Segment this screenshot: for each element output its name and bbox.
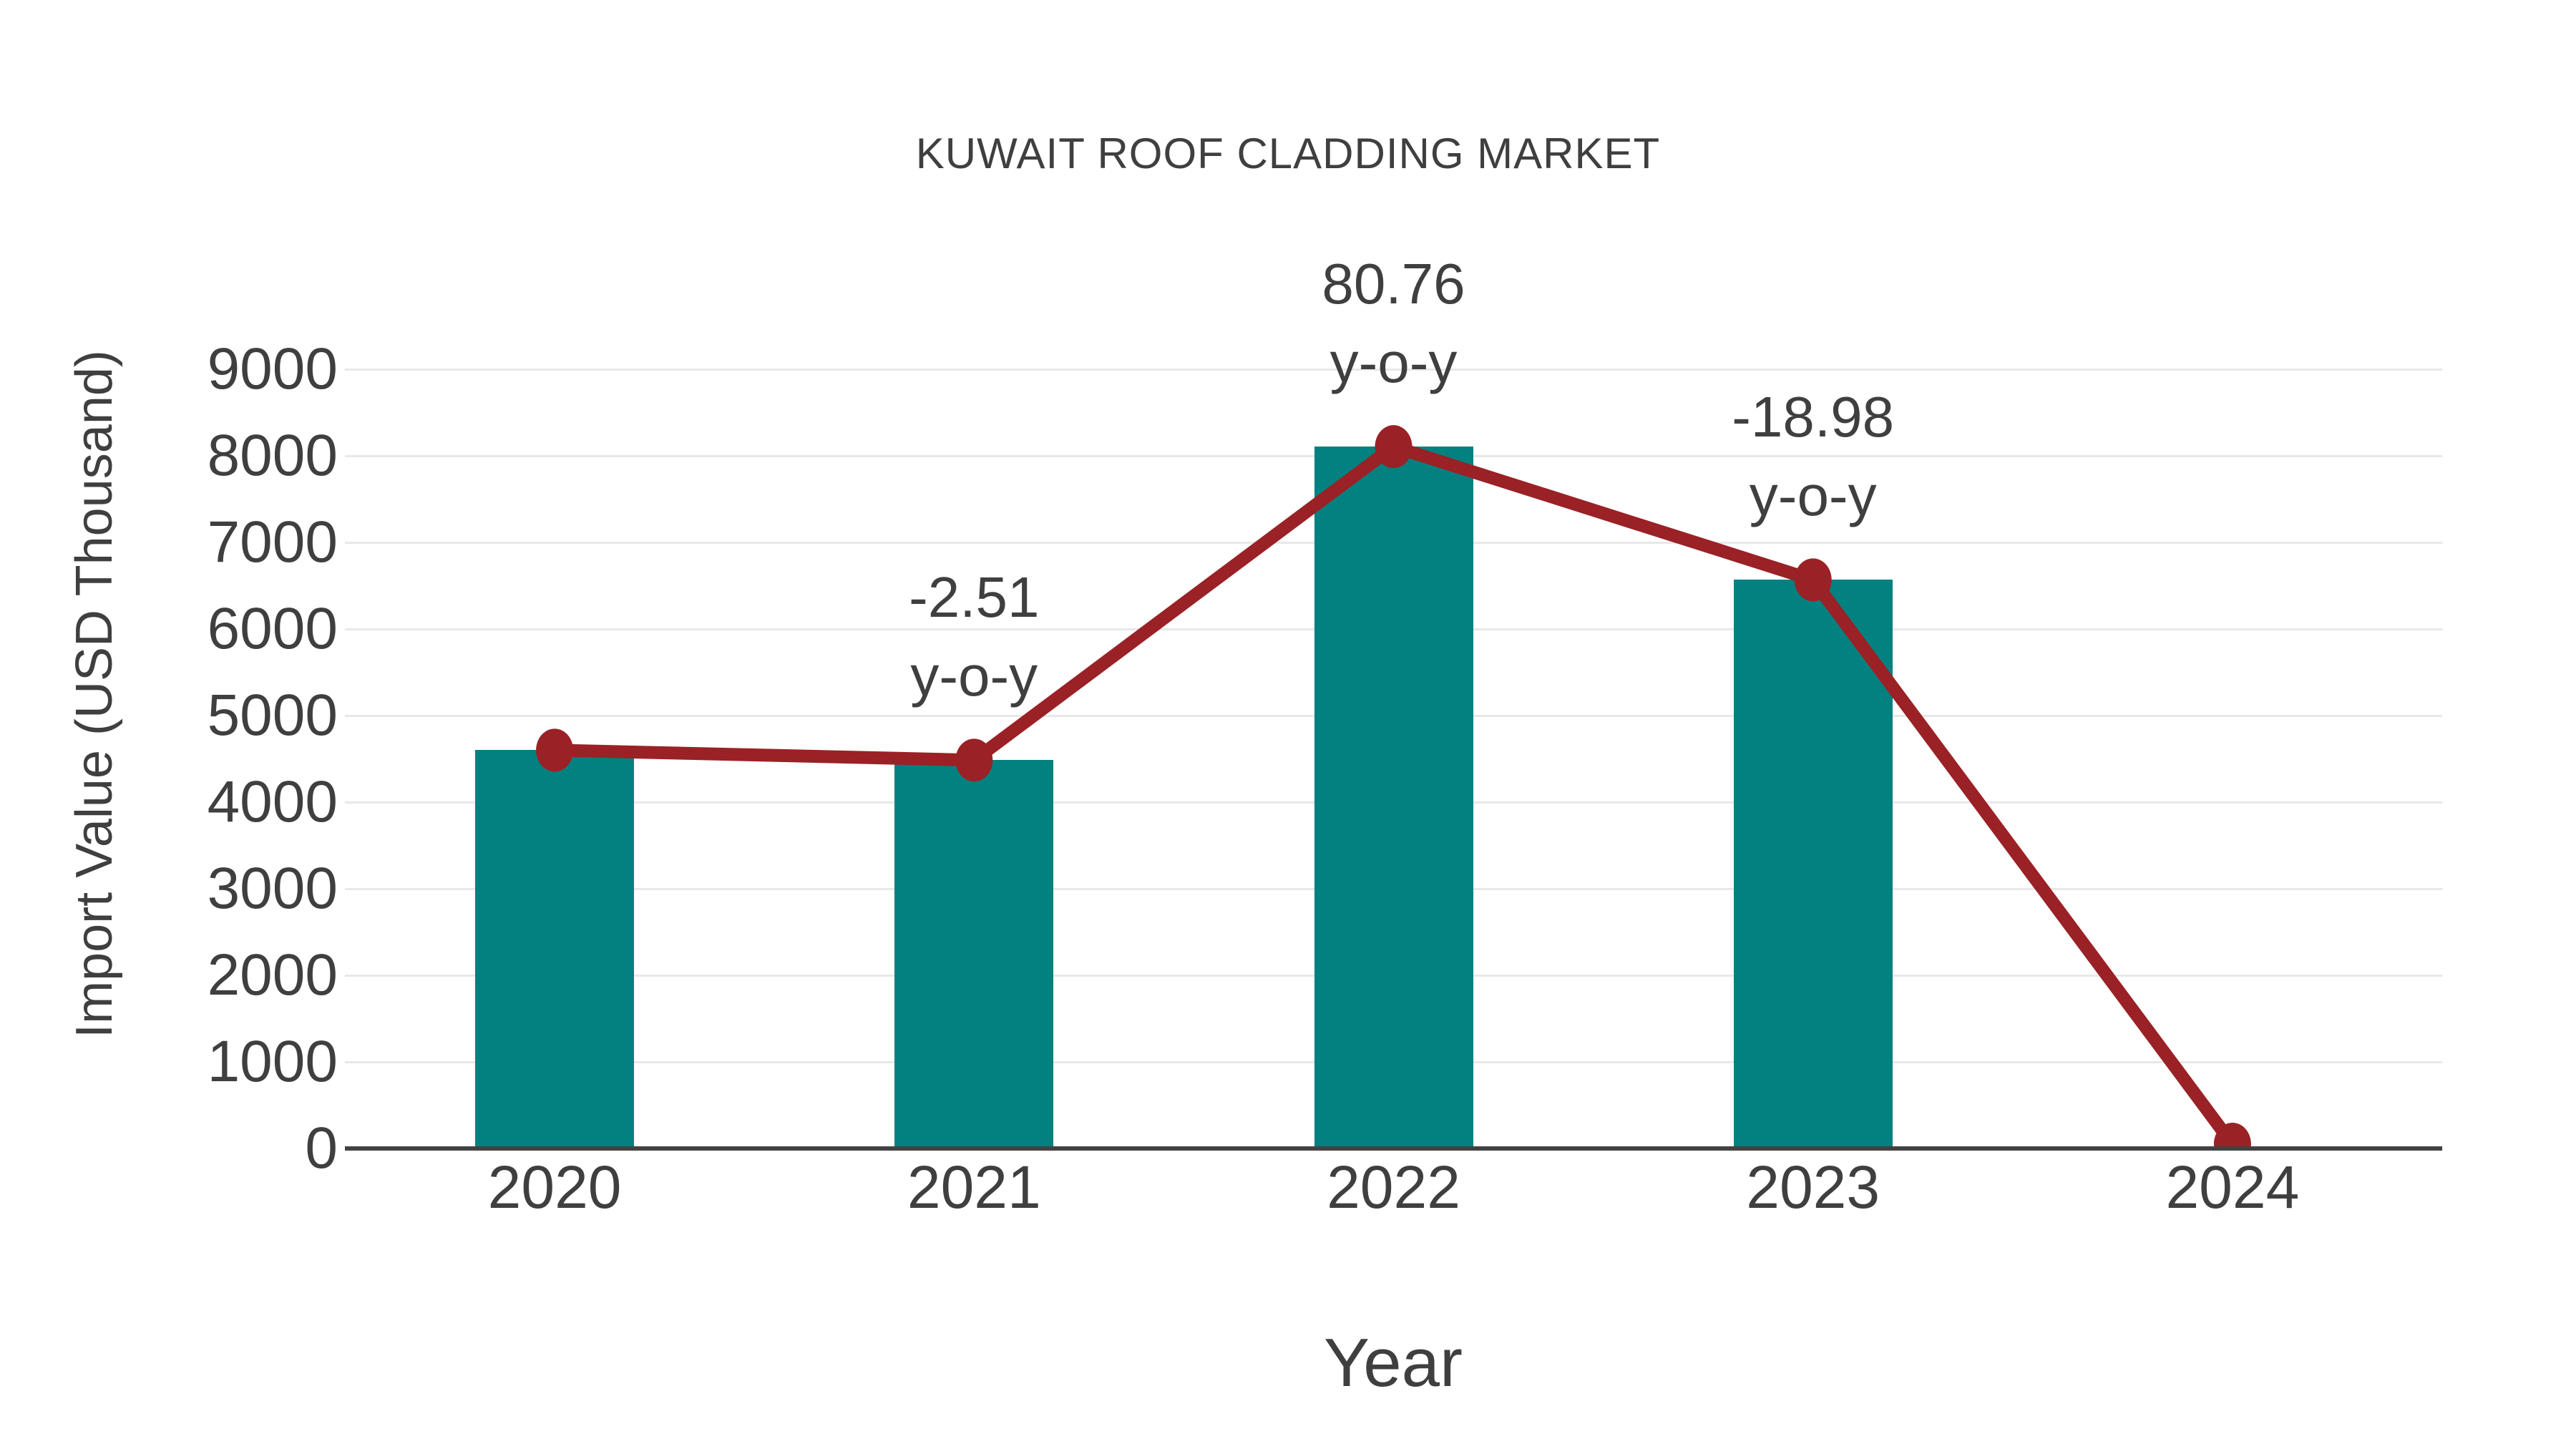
- annotation-value-2023: -18.98: [1732, 385, 1895, 449]
- x-axis-title: Year: [1324, 1324, 1463, 1401]
- y-tick-label: 3000: [207, 856, 338, 921]
- y-tick-label: 4000: [207, 769, 338, 834]
- chart-title: KUWAIT ROOF CLADDING MARKET: [915, 130, 1661, 177]
- y-tick-label: 2000: [207, 942, 338, 1008]
- y-tick-label: 7000: [207, 509, 338, 575]
- annotation-yoy-2021: y-o-y: [910, 644, 1038, 708]
- y-tick-label: 1000: [207, 1029, 338, 1094]
- x-tick-label-2020: 2020: [487, 1153, 622, 1221]
- annotation-yoy-2022: y-o-y: [1330, 331, 1458, 395]
- bar-2020: [475, 750, 635, 1148]
- x-tick-label-2024: 2024: [2165, 1153, 2300, 1221]
- y-tick-label: 0: [305, 1116, 338, 1181]
- annotation-value-2021: -2.51: [909, 565, 1040, 630]
- x-tick-label-2022: 2022: [1327, 1153, 1460, 1221]
- y-tick-label: 9000: [207, 336, 338, 401]
- x-tick-label-2021: 2021: [907, 1153, 1041, 1221]
- annotation-value-2022: 80.76: [1322, 252, 1465, 316]
- annotation-yoy-2023: y-o-y: [1749, 464, 1877, 528]
- y-tick-label: 8000: [207, 423, 338, 488]
- y-tick-label: 6000: [207, 596, 338, 661]
- x-tick-label-2023: 2023: [1746, 1153, 1880, 1221]
- y-tick-label: 5000: [207, 683, 338, 748]
- bar-2021: [894, 760, 1054, 1148]
- bar-2023: [1733, 580, 1893, 1148]
- x-axis-line: [345, 1146, 2442, 1151]
- bar-2022: [1314, 447, 1473, 1148]
- gridline-9000: [345, 368, 2442, 371]
